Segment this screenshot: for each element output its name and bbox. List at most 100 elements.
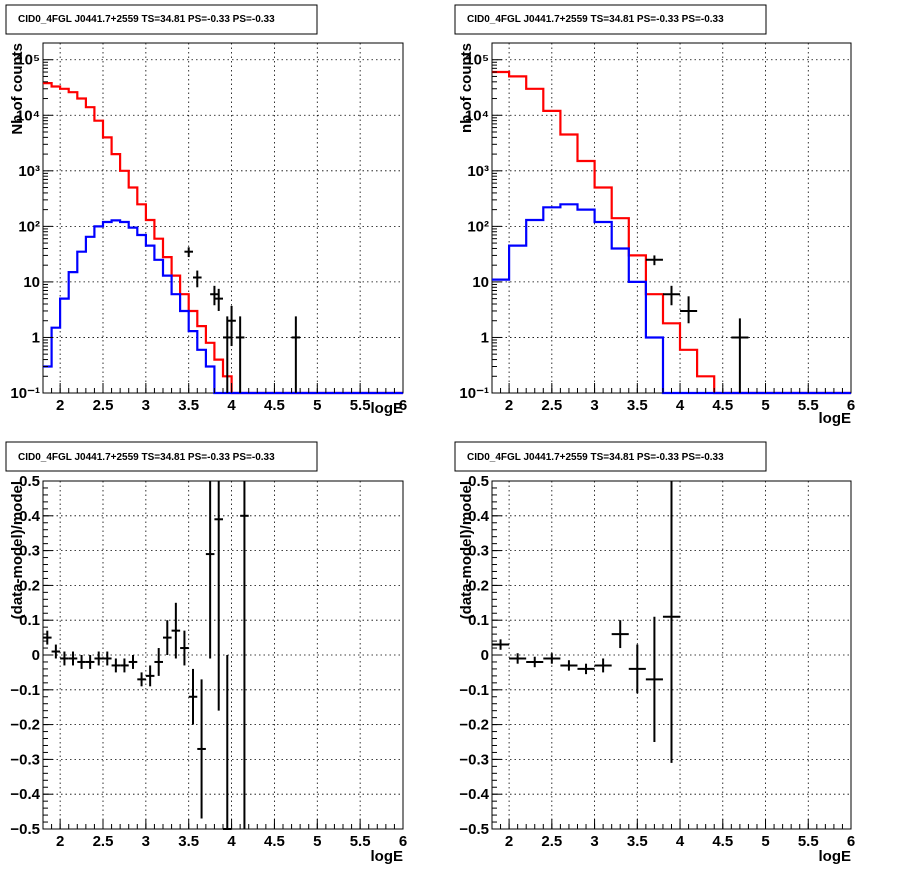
- y-tick-label: 0.5: [468, 473, 489, 490]
- x-tick-label: 3: [590, 833, 598, 850]
- y-tick-label: −0.5: [459, 821, 489, 838]
- axis-ticks: 2 2.5 3 3.5 4 4.5 5 5.5 6 −0.5 −0.4 −0.3 −0.2 −0.1 0 0.…: [10, 473, 407, 850]
- histogram-model-source: [43, 219, 403, 395]
- x-tick-label: 6: [847, 833, 855, 850]
- y-tick-label: 10⁻¹: [10, 385, 40, 402]
- plot-area: [43, 82, 403, 395]
- y-tick-label: −0.2: [459, 717, 489, 734]
- histogram-model-total: [492, 70, 851, 395]
- y-tick-label: −0.1: [10, 682, 40, 699]
- plot-area: [43, 481, 249, 830]
- x-tick-label: 4.5: [712, 397, 733, 414]
- x-tick-label: 5: [761, 833, 769, 850]
- x-axis-label: logE: [371, 848, 404, 865]
- title-box: CID0_4FGL J0441.7+2559 TS=34.81 PS=-0.33…: [454, 441, 767, 472]
- x-tick-label: 5: [313, 397, 321, 414]
- y-tick-label: 0.3: [468, 543, 489, 560]
- y-tick-label: 0.4: [19, 508, 41, 525]
- x-tick-label: 2: [56, 397, 64, 414]
- x-tick-label: 4.5: [264, 833, 285, 850]
- x-tick-label: 5.5: [350, 833, 371, 850]
- y-tick-label: −0.4: [10, 786, 40, 803]
- x-tick-label: 3: [142, 397, 150, 414]
- plot-frame: [491, 42, 852, 394]
- y-tick-label: −0.1: [459, 682, 489, 699]
- chart-title: CID0_4FGL J0441.7+2559 TS=34.81 PS=-0.33…: [18, 452, 275, 463]
- axis-ticks: 2 2.5 3 3.5 4 4.5 5 5.5 6 10⁻¹ 1 10 10² 10³ 10⁴ 10⁵: [10, 42, 407, 414]
- x-tick-label: 6: [399, 833, 407, 850]
- axis-ticks: 2 2.5 3 3.5 4 4.5 5 5.5 6 10⁻¹ 1 10 10² 10³ 10⁴ 10⁵: [459, 42, 855, 414]
- y-tick-label: 0: [32, 647, 40, 664]
- x-tick-label: 4: [676, 397, 685, 414]
- y-tick-label: 10²: [467, 218, 489, 235]
- y-tick-label: 1: [481, 329, 489, 346]
- x-tick-label: 6: [847, 397, 855, 414]
- y-tick-label: 10⁴: [465, 107, 489, 124]
- y-tick-label: 0.1: [19, 612, 40, 629]
- y-axis-label: Nb of counts: [9, 43, 26, 135]
- y-tick-label: 0: [481, 647, 489, 664]
- y-tick-label: −0.3: [459, 751, 489, 768]
- y-tick-label: −0.5: [10, 821, 40, 838]
- title-box-frame: [5, 4, 318, 35]
- y-tick-label: 10⁵: [465, 52, 489, 69]
- y-tick-label: 0.1: [468, 612, 489, 629]
- y-tick-label: 0.5: [19, 473, 40, 490]
- x-tick-label: 2.5: [93, 397, 114, 414]
- y-tick-label: 10⁻¹: [459, 385, 489, 402]
- x-tick-label: 4.5: [712, 833, 733, 850]
- y-tick-label: 10³: [18, 163, 40, 180]
- title-box: CID0_4FGL J0441.7+2559 TS=34.81 PS=-0.33…: [454, 4, 767, 35]
- histogram-model-source: [492, 203, 851, 395]
- chart-title: CID0_4FGL J0441.7+2559 TS=34.81 PS=-0.33…: [467, 452, 724, 463]
- y-tick-label: 10⁵: [16, 52, 40, 69]
- y-tick-label: 10⁴: [16, 107, 40, 124]
- x-tick-label: 3: [590, 397, 598, 414]
- x-tick-label: 3.5: [178, 397, 199, 414]
- title-box-frame: [454, 4, 767, 35]
- y-tick-label: 1: [32, 329, 40, 346]
- x-tick-label: 5: [761, 397, 769, 414]
- y-axis-label: (data-model)/model: [458, 481, 475, 619]
- y-tick-label: 10²: [18, 218, 40, 235]
- title-box: CID0_4FGL J0441.7+2559 TS=34.81 PS=-0.33…: [5, 441, 318, 472]
- y-tick-label: −0.2: [10, 717, 40, 734]
- y-tick-label: 10: [23, 274, 40, 291]
- x-tick-label: 2.5: [93, 833, 114, 850]
- panel-residual-left: 2 2.5 3 3.5 4 4.5 5 5.5 6 −0.5 −0.4 −0.3 −0.2 −0.1 0 0.…: [5, 441, 407, 865]
- x-tick-label: 4: [676, 833, 685, 850]
- x-tick-label: 3.5: [178, 833, 199, 850]
- y-tick-label: −0.3: [10, 751, 40, 768]
- x-tick-label: 2.5: [541, 833, 562, 850]
- chart-title: CID0_4FGL J0441.7+2559 TS=34.81 PS=-0.33…: [18, 14, 275, 25]
- panel-spectrum-left: 2 2.5 3 3.5 4 4.5 5 5.5 6 10⁻¹ 1 10 10² 10³ 10⁴ 10⁵ CID…: [5, 4, 407, 417]
- x-tick-label: 4: [227, 833, 236, 850]
- x-tick-label: 3.5: [627, 397, 648, 414]
- plot-area: [492, 481, 681, 763]
- y-tick-label: 0.2: [468, 577, 489, 594]
- axis-ticks: 2 2.5 3 3.5 4 4.5 5 5.5 6 −0.5 −0.4 −0.3 −0.2 −0.1 0 0.…: [459, 473, 855, 850]
- x-tick-label: 3.5: [627, 833, 648, 850]
- y-tick-label: 0.4: [468, 508, 490, 525]
- x-tick-label: 4.5: [264, 397, 285, 414]
- panel-residual-right: 2 2.5 3 3.5 4 4.5 5 5.5 6 −0.5 −0.4 −0.3 −0.2 −0.1 0 0.…: [454, 441, 855, 865]
- grid-lines: [43, 43, 404, 393]
- title-box: CID0_4FGL J0441.7+2559 TS=34.81 PS=-0.33…: [5, 4, 318, 35]
- x-tick-label: 2: [505, 833, 513, 850]
- x-tick-label: 5.5: [798, 397, 819, 414]
- x-tick-label: 2.5: [541, 397, 562, 414]
- panel-spectrum-right: 2 2.5 3 3.5 4 4.5 5 5.5 6 10⁻¹ 1 10 10² 10³ 10⁴ 10⁵ CID…: [454, 4, 855, 427]
- y-tick-label: 10: [472, 274, 489, 291]
- y-tick-label: −0.4: [459, 786, 489, 803]
- y-tick-label: 0.3: [19, 543, 40, 560]
- grid-lines: [43, 481, 404, 829]
- x-tick-label: 2: [56, 833, 64, 850]
- histogram-model-total: [43, 82, 403, 395]
- chart-title: CID0_4FGL J0441.7+2559 TS=34.81 PS=-0.33…: [467, 14, 724, 25]
- grid-lines: [492, 43, 852, 393]
- x-axis-label: logE: [819, 848, 852, 865]
- y-axis-label: nb of counts: [458, 43, 475, 133]
- y-tick-label: 10³: [467, 163, 489, 180]
- x-tick-label: 5.5: [350, 397, 371, 414]
- x-tick-label: 3: [142, 833, 150, 850]
